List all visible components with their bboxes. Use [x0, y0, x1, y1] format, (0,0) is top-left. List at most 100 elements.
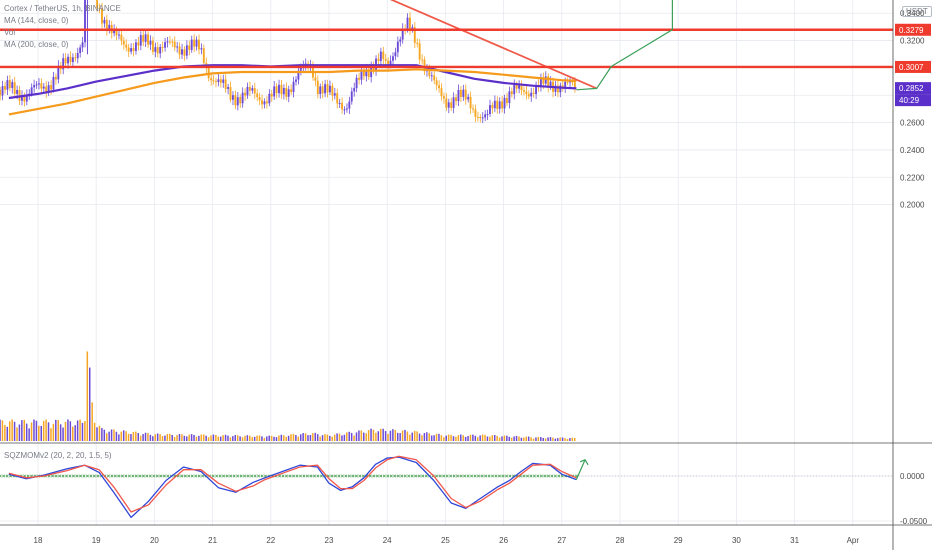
squeeze-dot: [414, 474, 418, 478]
candle-body: [542, 77, 545, 84]
candle-body: [319, 86, 322, 95]
squeeze-dot: [281, 474, 285, 478]
squeeze-dot: [183, 474, 187, 478]
price-tick-label: 0.2600: [900, 119, 925, 128]
volume-bar: [190, 434, 193, 441]
candle-body: [367, 69, 370, 78]
volume-bar: [569, 438, 571, 441]
candle-body: [154, 47, 157, 52]
squeeze-dot: [253, 474, 257, 478]
volume-bar: [428, 433, 430, 441]
volume-bar: [372, 429, 375, 441]
volume-bar: [217, 436, 220, 441]
candle-body: [79, 47, 82, 53]
squeeze-dot: [407, 474, 411, 478]
candle-body: [464, 89, 467, 100]
candle-body: [285, 87, 288, 97]
volume-bar: [515, 435, 518, 441]
volume-bar: [540, 437, 542, 441]
oscillator-legend[interactable]: SQZMOMv2 (20, 2, 20, 1.5, 5): [4, 451, 112, 460]
volume-bar: [205, 435, 207, 441]
volume-bar: [435, 433, 438, 441]
candle-body: [103, 19, 106, 24]
squeeze-dot: [463, 474, 467, 478]
squeeze-dot: [141, 474, 145, 478]
time-tick-label: 28: [616, 536, 625, 545]
volume-bar: [333, 434, 336, 441]
volume-bar: [105, 433, 108, 441]
squeeze-dot: [347, 474, 351, 478]
squeeze-dot: [86, 474, 89, 478]
candle-body: [406, 17, 409, 30]
squeeze-dot: [319, 474, 323, 478]
ma200-legend[interactable]: MA (200, close, 0): [4, 40, 69, 49]
candle-body: [401, 28, 404, 40]
squeeze-dot: [113, 474, 117, 478]
volume-bar: [246, 435, 249, 441]
candle-body: [198, 39, 200, 50]
volume-bar: [469, 434, 472, 441]
time-tick-label: 20: [150, 536, 159, 545]
candle-body: [241, 92, 244, 104]
candle-body: [569, 81, 571, 83]
squeeze-dot: [51, 474, 54, 478]
signal-line: [8, 455, 577, 513]
squeeze-dot: [372, 474, 376, 478]
candle-body: [416, 42, 419, 44]
volume-bar: [537, 436, 540, 441]
squeeze-dot: [93, 474, 96, 478]
candle-body: [362, 70, 365, 77]
volume-bar: [287, 435, 290, 441]
volume-bar: [394, 430, 397, 441]
candle-body: [183, 49, 186, 56]
volume-bar: [430, 435, 433, 441]
squeeze-dot: [187, 474, 191, 478]
volume-bar: [421, 435, 423, 441]
symbol-legend[interactable]: Cortex / TetherUS, 1h, BINANCE: [4, 4, 121, 13]
candle-body: [389, 60, 392, 66]
squeeze-dot: [438, 474, 442, 478]
candle-body: [142, 35, 145, 42]
squeeze-dot: [557, 474, 561, 478]
volume-legend[interactable]: Vol: [4, 28, 16, 37]
squeeze-dot: [403, 474, 407, 478]
volume-bar: [0, 419, 1, 441]
volume-bar: [447, 434, 450, 441]
volume-bar: [103, 429, 106, 441]
candle-body: [231, 95, 234, 100]
candle-body: [239, 97, 242, 104]
volume-bar: [81, 422, 84, 441]
volume-bar: [508, 436, 511, 441]
ma144-legend[interactable]: MA (144, close, 0): [4, 16, 69, 25]
candle-body: [11, 82, 14, 89]
projection-path: [576, 0, 674, 91]
squeeze-dot: [117, 474, 121, 478]
currency-badge[interactable]: USDT: [902, 6, 932, 17]
squeeze-dot: [459, 474, 463, 478]
volume-bar: [314, 432, 317, 441]
volume-bar: [219, 436, 222, 441]
candle-body: [498, 101, 501, 109]
ma144-line: [8, 64, 577, 100]
candle-body: [328, 85, 331, 93]
candle-body: [37, 83, 40, 85]
candle-body: [474, 109, 477, 118]
candle-body: [515, 84, 518, 89]
volume-bar: [416, 431, 418, 441]
candle-body: [246, 86, 249, 96]
candle-body: [539, 77, 542, 88]
squeeze-dot: [424, 474, 428, 478]
squeeze-dot: [473, 474, 477, 478]
candle-body: [50, 85, 52, 90]
volume-bar: [559, 437, 561, 441]
volume-bar: [530, 437, 532, 441]
candle-body: [493, 100, 496, 109]
candle-body: [185, 45, 188, 56]
candle-body: [462, 89, 465, 97]
squeeze-dot: [449, 474, 453, 478]
volume-bar: [234, 435, 236, 441]
trend-drawings[interactable]: [0, 0, 893, 91]
price-tick-label: 0.3400: [900, 9, 925, 18]
time-tick-label: 21: [208, 536, 217, 545]
